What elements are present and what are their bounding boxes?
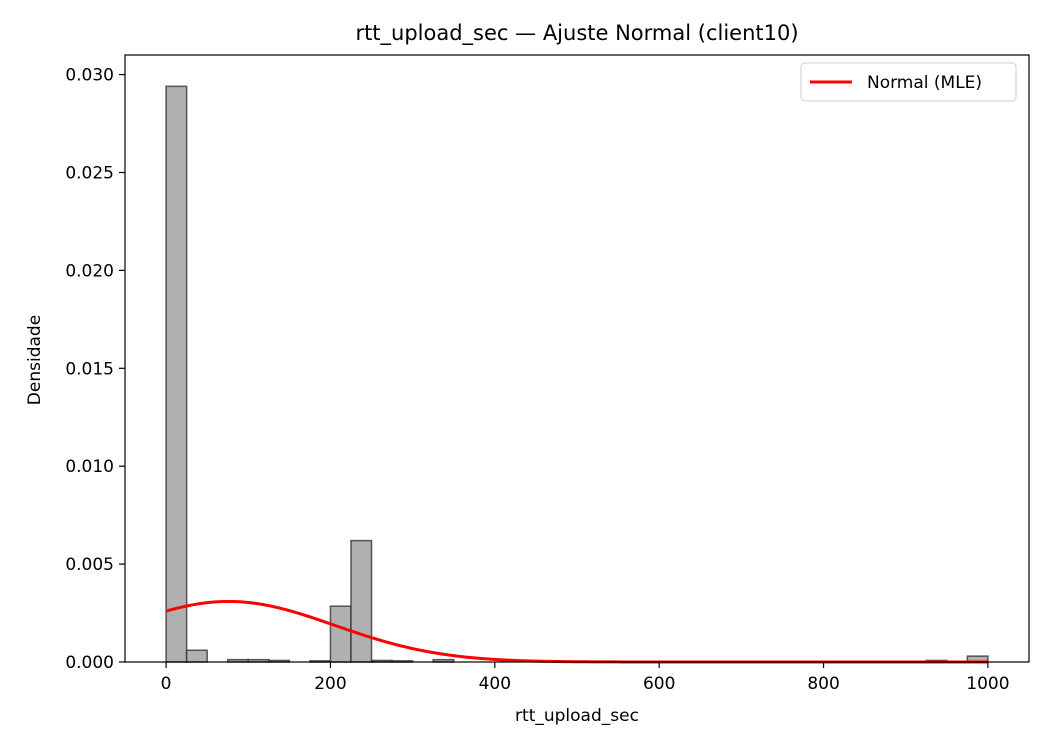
y-tick-label: 0.010 <box>65 457 114 477</box>
y-tick-label: 0.020 <box>65 261 114 281</box>
y-tick-label: 0.030 <box>65 66 114 86</box>
y-tick-label: 0.025 <box>65 163 114 183</box>
x-tick-label: 1000 <box>966 674 1009 694</box>
x-tick-label: 0 <box>161 674 172 694</box>
x-tick-label: 200 <box>314 674 346 694</box>
x-tick-label: 800 <box>807 674 839 694</box>
y-tick-label: 0.005 <box>65 555 114 575</box>
y-tick-label: 0.000 <box>65 653 114 673</box>
x-tick-label: 600 <box>643 674 675 694</box>
y-tick-label: 0.015 <box>65 359 114 379</box>
histogram-bar <box>350 539 373 663</box>
x-tick-label: 400 <box>479 674 511 694</box>
legend: Normal (MLE) <box>800 62 1017 102</box>
histogram-bar <box>329 605 352 663</box>
x-axis-ticks: 0 200 400 600 800 1000 <box>161 662 1010 694</box>
histogram-bar <box>165 85 188 663</box>
x-axis-label: rtt_upload_sec <box>515 706 639 726</box>
plot-frame <box>124 54 1030 663</box>
histogram-bar <box>185 649 208 663</box>
y-axis-ticks: 0.000 0.005 0.010 0.015 0.020 0.025 0.030 <box>65 66 125 673</box>
chart-title: rtt_upload_sec — Ajuste Normal (client10… <box>355 21 798 46</box>
y-axis-label: Densidade <box>25 315 45 405</box>
legend-box <box>800 62 1017 102</box>
legend-label: Normal (MLE) <box>867 73 982 93</box>
